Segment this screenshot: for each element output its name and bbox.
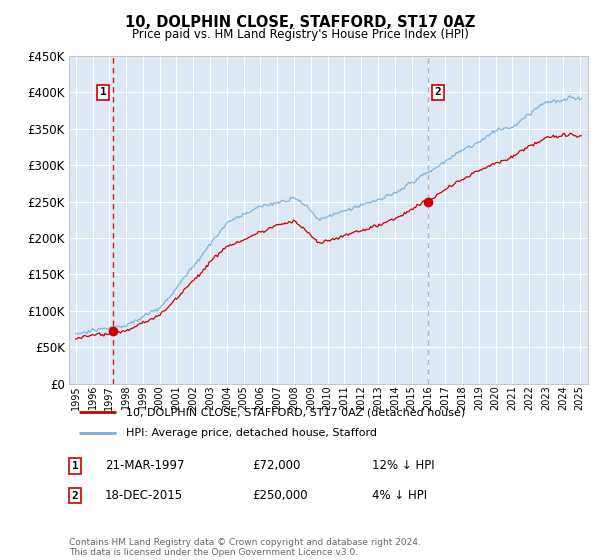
- Text: £72,000: £72,000: [252, 459, 301, 473]
- Text: 12% ↓ HPI: 12% ↓ HPI: [372, 459, 434, 473]
- Text: 1: 1: [100, 87, 106, 97]
- Text: 2: 2: [434, 87, 442, 97]
- Text: 4% ↓ HPI: 4% ↓ HPI: [372, 489, 427, 502]
- Text: 18-DEC-2015: 18-DEC-2015: [105, 489, 183, 502]
- Text: 10, DOLPHIN CLOSE, STAFFORD, ST17 0AZ: 10, DOLPHIN CLOSE, STAFFORD, ST17 0AZ: [125, 15, 475, 30]
- Text: Price paid vs. HM Land Registry's House Price Index (HPI): Price paid vs. HM Land Registry's House …: [131, 28, 469, 41]
- Text: 10, DOLPHIN CLOSE, STAFFORD, ST17 0AZ (detached house): 10, DOLPHIN CLOSE, STAFFORD, ST17 0AZ (d…: [126, 408, 466, 418]
- Text: 1: 1: [71, 461, 79, 471]
- Text: £250,000: £250,000: [252, 489, 308, 502]
- Text: 2: 2: [71, 491, 79, 501]
- Text: HPI: Average price, detached house, Stafford: HPI: Average price, detached house, Staf…: [126, 428, 377, 438]
- Text: Contains HM Land Registry data © Crown copyright and database right 2024.
This d: Contains HM Land Registry data © Crown c…: [69, 538, 421, 557]
- Text: 21-MAR-1997: 21-MAR-1997: [105, 459, 185, 473]
